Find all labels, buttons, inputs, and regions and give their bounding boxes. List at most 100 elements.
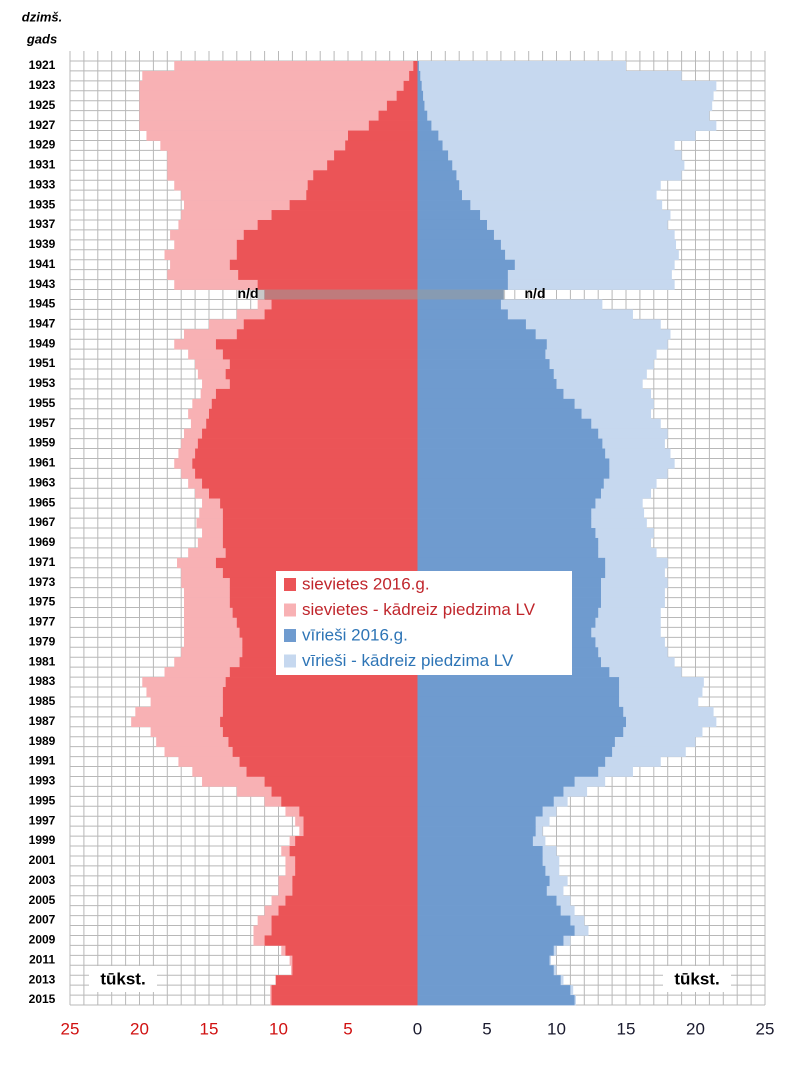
bar <box>417 219 487 231</box>
bar <box>417 915 571 926</box>
bar <box>417 70 421 82</box>
bar <box>417 229 494 241</box>
y-tick-label: 1937 <box>29 217 56 231</box>
legend-label: vīrieši - kādreiz piedzima LV <box>302 651 514 670</box>
x-tick-label: 5 <box>343 1019 352 1038</box>
bar <box>417 249 679 261</box>
bar <box>417 110 710 121</box>
y-tick-label: 1979 <box>29 634 56 648</box>
bar <box>174 61 418 72</box>
bar <box>417 130 696 141</box>
legend-swatch <box>284 578 296 591</box>
bar <box>220 716 418 728</box>
bar <box>417 150 682 161</box>
y-tick-label: 1985 <box>29 694 56 708</box>
y-tick-label: 1977 <box>29 615 56 629</box>
y-tick-label: 1955 <box>29 396 56 410</box>
bar <box>417 299 603 310</box>
bar <box>417 160 685 171</box>
bar <box>417 378 557 390</box>
bar <box>417 875 550 887</box>
unit-label-box <box>663 966 731 992</box>
bar <box>417 746 613 757</box>
bar <box>417 150 449 161</box>
annotation: n/d <box>238 285 259 301</box>
bar <box>299 806 418 817</box>
bar <box>417 279 675 290</box>
y-tick-label: 2009 <box>29 933 56 947</box>
bar <box>417 508 592 519</box>
legend-label: sievietes 2016.g. <box>302 574 430 593</box>
x-tick-label: 10 <box>547 1019 566 1038</box>
bar <box>417 458 610 469</box>
legend-swatch <box>284 654 296 668</box>
bar <box>167 150 418 161</box>
bar <box>417 537 599 549</box>
bar <box>197 438 418 449</box>
bar <box>417 200 471 211</box>
bar <box>192 458 418 469</box>
bar <box>417 190 657 201</box>
bar <box>417 359 550 370</box>
y-tick-label: 2001 <box>29 853 56 867</box>
bar <box>292 875 418 887</box>
bar <box>139 90 418 102</box>
y-tick-label: 1971 <box>29 555 56 569</box>
bar <box>236 249 418 261</box>
bar <box>417 547 599 559</box>
bar <box>281 796 418 807</box>
bar <box>222 687 418 698</box>
bar <box>209 488 418 499</box>
bar <box>417 528 596 539</box>
bar <box>264 935 418 946</box>
bar <box>417 736 615 747</box>
bar <box>417 448 606 459</box>
bar <box>257 219 418 231</box>
bar <box>232 746 418 757</box>
bar <box>271 995 418 1006</box>
bar <box>271 210 418 221</box>
bar <box>417 80 717 92</box>
x-tick-label: 25 <box>756 1019 775 1038</box>
bar <box>195 448 418 459</box>
bar <box>417 975 561 986</box>
bar <box>295 836 418 847</box>
y-tick-label: 1981 <box>29 654 56 668</box>
bar <box>278 905 418 916</box>
bar <box>220 498 418 509</box>
bar <box>417 985 571 996</box>
bar <box>417 826 536 837</box>
bar <box>327 160 418 171</box>
bar <box>417 696 620 708</box>
bar <box>417 786 564 797</box>
bar <box>417 488 601 499</box>
bar <box>403 80 418 92</box>
y-tick-label: 1947 <box>29 316 56 330</box>
bar <box>236 329 418 340</box>
bar <box>417 418 592 429</box>
bar <box>417 329 671 340</box>
y-tick-label: 2003 <box>29 873 56 887</box>
bar <box>417 110 428 121</box>
bar <box>417 140 675 151</box>
bar <box>285 895 418 906</box>
bar <box>417 200 663 211</box>
bar <box>202 428 418 439</box>
bar <box>215 388 418 400</box>
y-tick-label: 2007 <box>29 913 56 927</box>
bar <box>417 398 575 410</box>
bar <box>228 736 418 747</box>
bar <box>271 915 418 926</box>
y-tick-label: 1993 <box>29 774 56 788</box>
y-tick-label: 1969 <box>29 535 56 549</box>
y-tick-label: 1953 <box>29 376 56 390</box>
bar <box>239 756 418 767</box>
bar <box>417 100 425 111</box>
bar <box>215 339 418 350</box>
bar <box>243 229 418 241</box>
bar <box>417 726 624 738</box>
bar <box>139 120 418 131</box>
bar <box>225 547 418 559</box>
bar <box>417 269 508 280</box>
bar <box>295 865 418 877</box>
